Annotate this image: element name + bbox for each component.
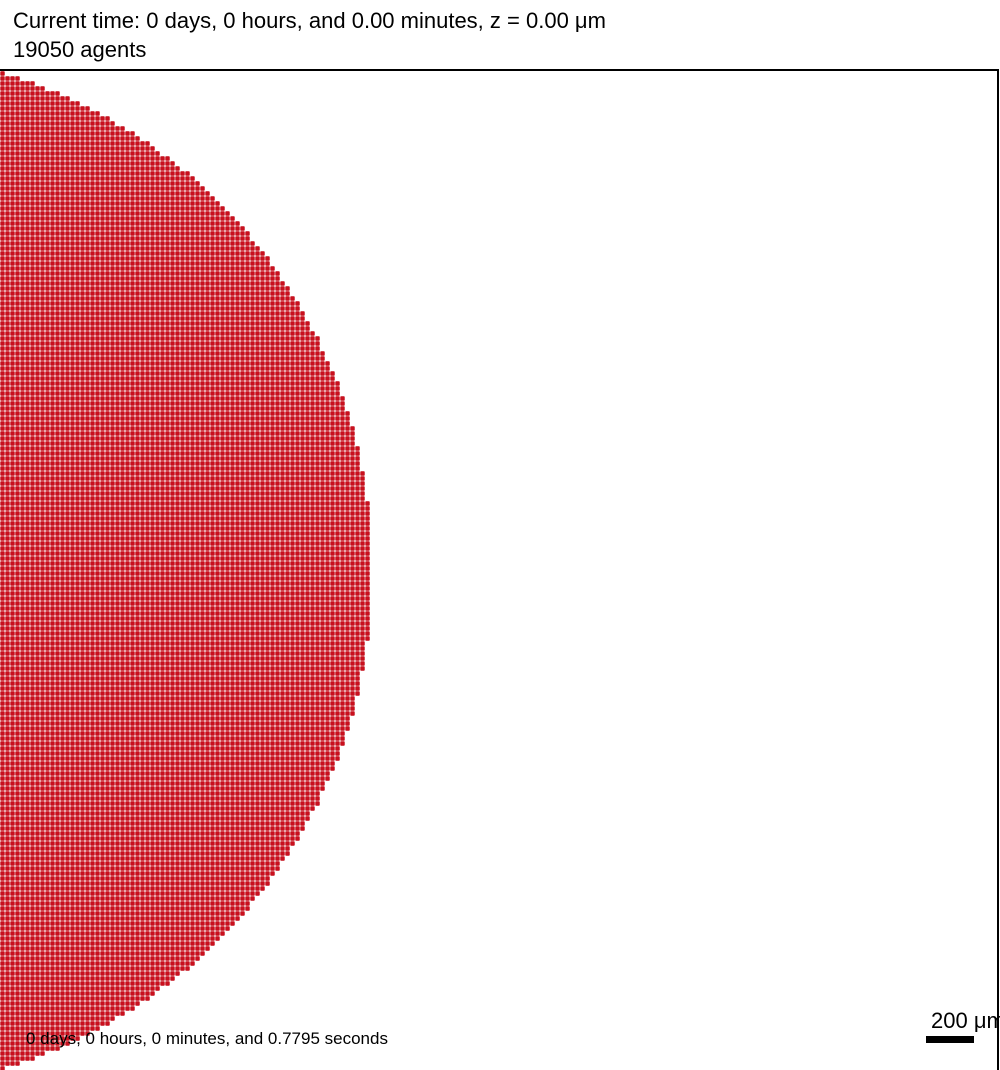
- scale-bar: 200 μm: [926, 1008, 1000, 1048]
- agent-field: [0, 71, 370, 1070]
- scale-bar-label: 200 μm: [931, 1008, 1000, 1033]
- agent-count-label: 19050 agents: [13, 37, 147, 62]
- agent-region: [0, 71, 370, 1070]
- current-time-label: Current time: 0 days, 0 hours, and 0.00 …: [13, 8, 606, 33]
- scale-bar-line: [926, 1036, 974, 1043]
- elapsed-time-label: 0 days, 0 hours, 0 minutes, and 0.7795 s…: [26, 1029, 388, 1048]
- header: Current time: 0 days, 0 hours, and 0.00 …: [13, 6, 993, 64]
- simulation-viewport: [0, 69, 999, 1070]
